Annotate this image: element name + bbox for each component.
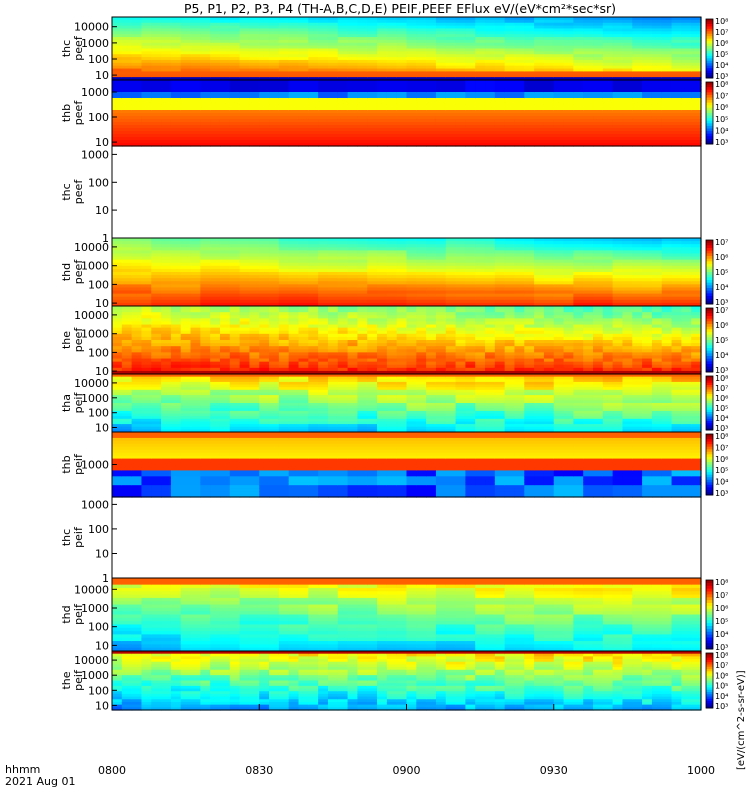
y-tick-label: 1000: [81, 37, 109, 50]
colorbar-tick-label: 10⁵: [715, 268, 728, 277]
panel-label: thdpeef: [60, 259, 85, 285]
y-tick-label: 10: [95, 69, 109, 82]
colorbar-tick-label: 10⁶: [715, 39, 728, 48]
colorbar-tick-label: 10⁵: [715, 115, 728, 124]
y-tick-label: 100: [88, 278, 109, 291]
panel-label: thcpeef: [60, 179, 85, 205]
y-tick-label: 100: [88, 53, 109, 66]
colorbar-tick-label: 10⁴: [715, 61, 728, 70]
figure-title: P5, P1, P2, P3, P4 (TH-A,B,C,D,E) PEIF,P…: [184, 1, 616, 16]
colorbar-2: 10³ 10⁴ 10⁵ 10⁶ 10⁷ 10⁸: [706, 80, 728, 147]
colorbar-tick-label: 10⁴: [715, 126, 728, 135]
y-tick-label: 10: [95, 136, 109, 149]
y-tick-label: 1000: [81, 86, 109, 99]
y-tick-label: 10000: [74, 21, 109, 34]
y-tick-label: 10: [95, 204, 109, 217]
y-tick-label: 100: [88, 111, 109, 124]
y-tick-label: 1000: [81, 260, 109, 273]
y-tick-label: 1000: [81, 148, 109, 161]
panels-group: 10³10⁴10⁵10⁶10⁷10⁸10100100010000thcpeef1…: [60, 17, 728, 712]
panel-label: thbpeef: [60, 100, 85, 126]
colorbar-tick-label: 10³: [715, 138, 728, 147]
panel-label: thcpeef: [60, 35, 85, 61]
colorbar-tick-label: 10⁷: [715, 238, 728, 247]
panel-frame: [112, 146, 701, 238]
colorbar-tick-label: 10⁶: [715, 103, 728, 112]
colorbar-tick-label: 10⁸: [715, 80, 728, 89]
colorbar-tick-label: 10⁵: [715, 50, 728, 59]
colorbar-tick-label: 10⁴: [715, 283, 728, 292]
colorbar-tick-label: 10⁶: [715, 253, 728, 262]
y-tick-label: 10000: [74, 241, 109, 254]
colorbar-tick-label: 10⁸: [715, 17, 728, 26]
colorbar-tick-label: 10⁷: [715, 28, 728, 37]
y-tick-label: 100: [88, 176, 109, 189]
colorbar-tick-label: 10⁷: [715, 92, 728, 101]
